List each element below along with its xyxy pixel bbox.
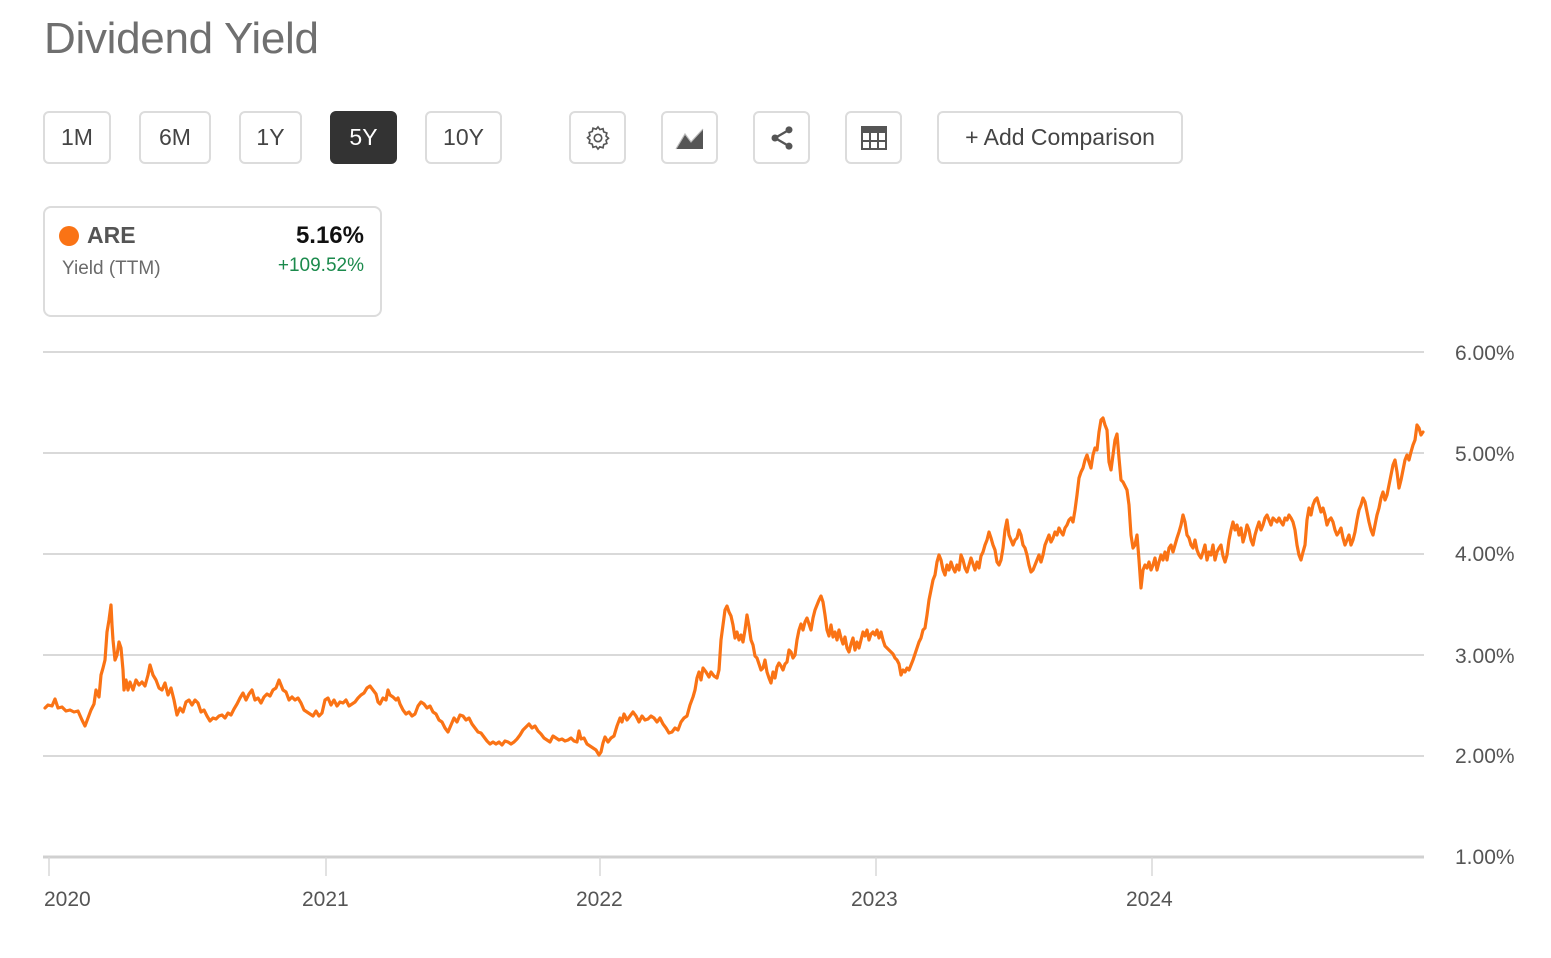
x-tick-label: 2023 [851,888,898,911]
page-title: Dividend Yield [44,14,319,63]
x-tick-label: 2022 [576,888,623,911]
range-label: 5Y [349,124,378,150]
range-label: 6M [159,124,191,150]
chart-type-icon [674,128,703,149]
legend-value: 5.16% [295,222,364,249]
range-label: 10Y [443,124,484,150]
legend-card: ARE Yield (TTM) 5.16% +109.52% [43,206,382,317]
x-tick-label: 2020 [44,888,91,911]
gear-icon [585,125,610,150]
y-tick-label: 4.00% [1455,543,1515,566]
y-tick-label: 1.00% [1455,846,1515,869]
chart-type-button[interactable] [661,111,718,164]
settings-button[interactable] [569,111,626,164]
range-1y-button[interactable]: 1Y [239,111,302,164]
x-axis-ticks [48,857,1153,876]
series-color-dot [59,226,79,246]
legend-metric: Yield (TTM) [62,258,161,279]
y-tick-label: 6.00% [1455,342,1515,365]
x-tick-label: 2021 [302,888,349,911]
yield-line [43,416,1425,757]
table-icon [860,125,887,150]
legend-change: +109.52% [277,255,364,276]
range-1m-button[interactable]: 1M [43,111,111,164]
range-10y-button[interactable]: 10Y [425,111,502,164]
x-tick-label: 2024 [1126,888,1173,911]
legend-ticker: ARE [87,222,136,248]
range-label: 1M [61,124,93,150]
share-icon [771,125,792,150]
range-5y-button[interactable]: 5Y [330,111,397,164]
y-tick-label: 3.00% [1455,645,1515,668]
y-tick-label: 5.00% [1455,443,1515,466]
range-label: 1Y [256,124,285,150]
range-6m-button[interactable]: 6M [139,111,211,164]
y-tick-label: 2.00% [1455,745,1515,768]
add-comparison-label: + Add Comparison [965,124,1155,150]
table-view-button[interactable] [845,111,902,164]
grid-lines [43,351,1424,859]
add-comparison-button[interactable]: + Add Comparison [937,111,1183,164]
share-button[interactable] [753,111,810,164]
